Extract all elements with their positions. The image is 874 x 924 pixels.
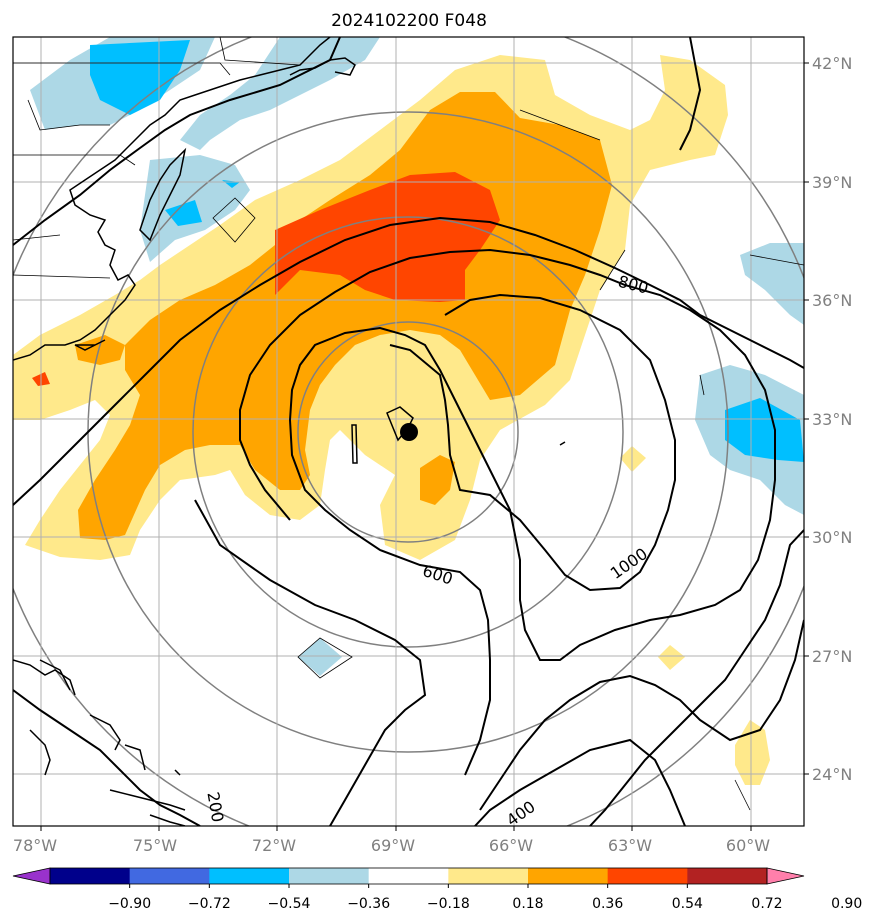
lon-label: 60°W xyxy=(726,836,770,855)
storm-center-marker xyxy=(400,423,418,441)
map-panel: 800 600 1000 400 200 xyxy=(13,37,804,826)
colorbar-swatch xyxy=(687,868,768,884)
lat-label: 42°N xyxy=(812,54,852,73)
lon-label: 69°W xyxy=(371,836,415,855)
lon-label: 75°W xyxy=(133,836,177,855)
lon-tick-labels: 78°W 75°W 72°W 69°W 66°W 63°W 60°W xyxy=(13,836,770,855)
lat-label: 33°N xyxy=(812,410,852,429)
lon-label: 78°W xyxy=(13,836,57,855)
shade-light-blue-gulf-maine xyxy=(180,37,380,150)
shade-blue-ne-us xyxy=(90,40,190,115)
shade-yellow-diamond-1 xyxy=(620,446,646,472)
colorbar-labels: −0.90 −0.72 −0.54 −0.36 −0.18 0.18 0.36 … xyxy=(108,896,862,912)
colorbar-label: 0.54 xyxy=(672,896,703,912)
shade-orange-small xyxy=(420,455,455,505)
shade-blue-se xyxy=(725,398,804,462)
colorbar-swatch xyxy=(368,868,449,884)
map-frame xyxy=(12,36,805,827)
colorbar-label: −0.54 xyxy=(268,896,311,912)
lat-label: 39°N xyxy=(812,173,852,192)
colorbar-label: 0.90 xyxy=(831,896,862,912)
ring-2 xyxy=(192,216,624,648)
lat-tick-labels: 42°N 39°N 36°N 33°N 30°N 27°N 24°N xyxy=(812,54,852,784)
lat-label: 30°N xyxy=(812,528,852,547)
ring-1 xyxy=(297,321,519,543)
shade-red-orange xyxy=(275,172,500,302)
colorbar-label: 0.36 xyxy=(592,896,623,912)
colorbar-label: 0.72 xyxy=(751,896,782,912)
figure-title: 2024102200 F048 xyxy=(331,11,487,31)
shade-blue-midatlantic xyxy=(165,200,202,226)
lon-label: 72°W xyxy=(252,836,296,855)
colorbar-swatch xyxy=(129,868,210,884)
colorbar-label: 0.18 xyxy=(512,896,543,912)
colorbar-extend-max xyxy=(766,867,805,885)
shade-orange-west xyxy=(75,335,125,365)
lat-label: 36°N xyxy=(812,291,852,310)
graticule xyxy=(13,37,804,826)
colorbar-swatch xyxy=(50,868,131,884)
colorbar-label: −0.72 xyxy=(188,896,231,912)
lat-label: 27°N xyxy=(812,647,852,666)
tick-marks xyxy=(40,62,809,831)
height-contours xyxy=(13,37,804,826)
lon-label: 66°W xyxy=(489,836,533,855)
colorbar-label: −0.18 xyxy=(427,896,470,912)
colorbar-swatch xyxy=(448,868,529,884)
colorbar-swatch xyxy=(209,868,290,884)
colorbar: −0.90 −0.72 −0.54 −0.36 −0.18 0.18 0.36 … xyxy=(12,867,862,912)
colorbar-swatch xyxy=(289,868,370,884)
lat-label: 24°N xyxy=(812,765,852,784)
colorbar-label: −0.90 xyxy=(108,896,151,912)
shade-yellow-diamond-2 xyxy=(658,645,685,670)
colorbar-label: −0.36 xyxy=(347,896,390,912)
shade-light-blue-east xyxy=(740,243,804,325)
coastlines xyxy=(13,37,566,826)
colorbar-swatch xyxy=(607,868,688,884)
lon-label: 63°W xyxy=(608,836,652,855)
negative-shading xyxy=(30,37,804,676)
colorbar-swatches xyxy=(12,867,805,885)
colorbar-extend-min xyxy=(12,867,51,885)
colorbar-swatch xyxy=(528,868,609,884)
colorbar-ticks xyxy=(129,884,688,888)
colorbar-outline xyxy=(49,867,768,885)
positive-shading xyxy=(13,55,770,785)
